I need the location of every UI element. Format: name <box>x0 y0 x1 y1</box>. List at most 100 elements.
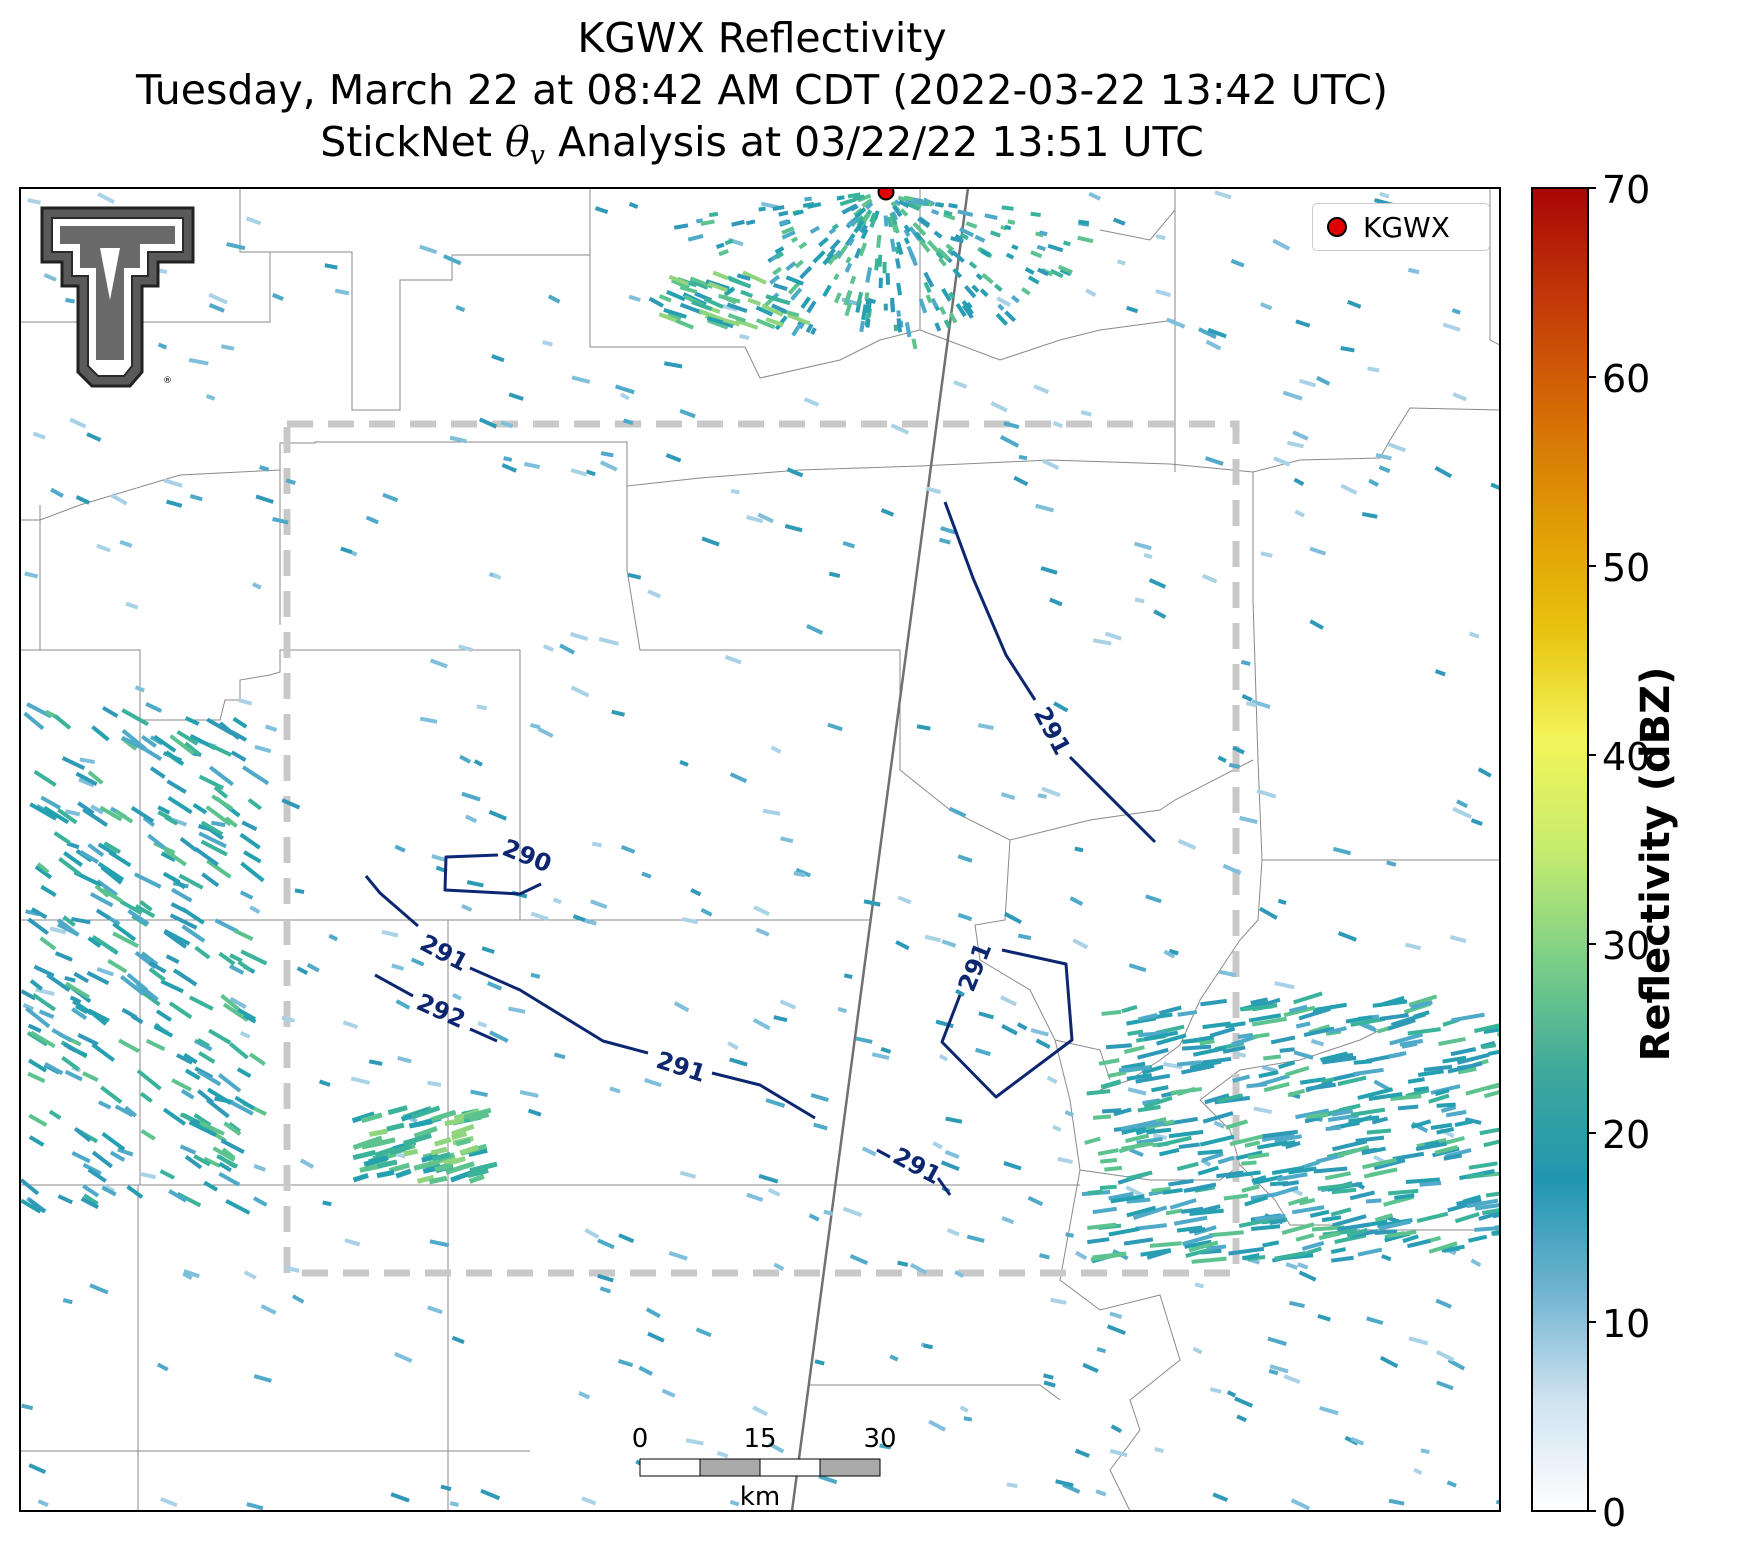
echo-cell <box>790 236 799 243</box>
echo-cell <box>1132 1205 1168 1220</box>
echo-cell <box>480 1488 501 1501</box>
echo-cell <box>135 982 159 1002</box>
echo-cell <box>831 223 839 231</box>
echo-cell <box>757 512 774 524</box>
echo-cell <box>125 601 139 610</box>
echo-cell <box>665 453 682 463</box>
echo-cell <box>742 270 767 285</box>
echo-cell <box>1483 1025 1500 1034</box>
echo-cell <box>755 318 776 330</box>
echo-cell <box>700 219 715 226</box>
echo-cell <box>1101 1009 1122 1016</box>
echo-cell <box>97 861 125 882</box>
echo-cell <box>466 880 484 888</box>
echo-cell <box>1402 1234 1419 1244</box>
echo-cell <box>594 206 609 215</box>
echo-cell <box>1110 1194 1145 1204</box>
echo-cell <box>941 287 952 302</box>
echo-cell <box>569 632 589 642</box>
echo-cell <box>121 735 147 752</box>
echo-cell <box>930 297 939 309</box>
echo-cell <box>822 252 835 266</box>
echo-cell <box>114 809 134 824</box>
echo-cell <box>1350 1107 1386 1117</box>
county-line <box>810 1384 1061 1401</box>
echo-cell <box>1148 578 1167 589</box>
echo-cell <box>1388 1051 1407 1059</box>
echo-cell <box>62 1298 73 1305</box>
echo-cell <box>770 745 782 754</box>
echo-cell <box>1293 477 1305 487</box>
echo-cell <box>673 223 689 230</box>
echo-cell <box>140 951 159 967</box>
echo-cell <box>597 1273 614 1283</box>
echo-cell <box>134 685 145 693</box>
echo-cell <box>207 1087 232 1105</box>
echo-cell <box>957 912 973 922</box>
echo-cell <box>1287 1196 1309 1207</box>
echo-cell <box>648 296 664 308</box>
echo-cell <box>27 917 50 936</box>
echo-cell <box>1228 1246 1265 1256</box>
echo-cell <box>590 899 608 910</box>
echo-cell <box>394 844 406 853</box>
echo-cell <box>83 1193 99 1206</box>
echo-cell <box>1127 1029 1144 1037</box>
echo-cell <box>865 318 871 328</box>
echo-cell <box>184 741 202 757</box>
kgwx-radar-site-marker <box>877 188 895 201</box>
echo-cell <box>1202 1111 1234 1124</box>
echo-cell <box>87 1008 108 1026</box>
echo-cell <box>584 918 597 926</box>
echo-cell <box>721 304 738 312</box>
echo-cell <box>61 1056 81 1072</box>
echo-cell <box>29 979 43 991</box>
echo-cell <box>421 1153 439 1163</box>
echo-cell <box>1399 1038 1424 1047</box>
echo-cell <box>127 909 150 926</box>
echo-cell <box>812 250 826 264</box>
texas-tech-logo <box>40 206 195 388</box>
echo-cell <box>1127 1087 1147 1096</box>
echo-cell <box>117 1147 134 1157</box>
echo-cell <box>228 1121 242 1133</box>
echo-cell <box>1379 1355 1399 1369</box>
echo-cell <box>1146 1127 1172 1135</box>
echo-cell <box>690 888 702 897</box>
echo-cell <box>1295 319 1311 328</box>
echo-cell <box>236 1067 252 1079</box>
echo-cell <box>417 1174 435 1184</box>
echo-cell <box>679 408 696 419</box>
echo-cell <box>999 995 1018 1007</box>
echo-cell <box>963 1416 973 1422</box>
echo-cell <box>628 202 639 209</box>
echo-cell <box>1361 511 1378 519</box>
echo-cell <box>1108 1191 1134 1201</box>
echo-cell <box>120 974 146 996</box>
echo-cell <box>1273 456 1291 467</box>
echo-cell <box>218 951 236 966</box>
title-line-3: StickNet θv Analysis at 03/22/22 13:51 U… <box>0 116 1524 182</box>
echo-cell <box>103 841 122 854</box>
echo-cell <box>877 254 883 267</box>
echo-cell <box>1392 1151 1425 1161</box>
echo-cell <box>663 307 687 319</box>
county-line <box>1252 407 1500 473</box>
echo-cell <box>623 418 634 425</box>
echo-cell <box>1479 1127 1500 1136</box>
echo-cell <box>977 723 994 731</box>
echo-cell <box>434 1163 452 1172</box>
echo-cell <box>294 888 305 895</box>
echo-cell <box>800 296 811 309</box>
echo-cell <box>96 543 111 553</box>
echo-cell <box>1378 465 1391 474</box>
echo-cell <box>773 1015 788 1023</box>
echo-cell <box>444 1117 465 1127</box>
echo-cell <box>352 1135 383 1151</box>
scale-bar-segment <box>759 1458 821 1477</box>
echo-cell <box>1390 1094 1422 1101</box>
echo-cell <box>1413 1467 1423 1476</box>
echo-cell <box>869 217 877 228</box>
echo-cell <box>1232 1074 1251 1083</box>
